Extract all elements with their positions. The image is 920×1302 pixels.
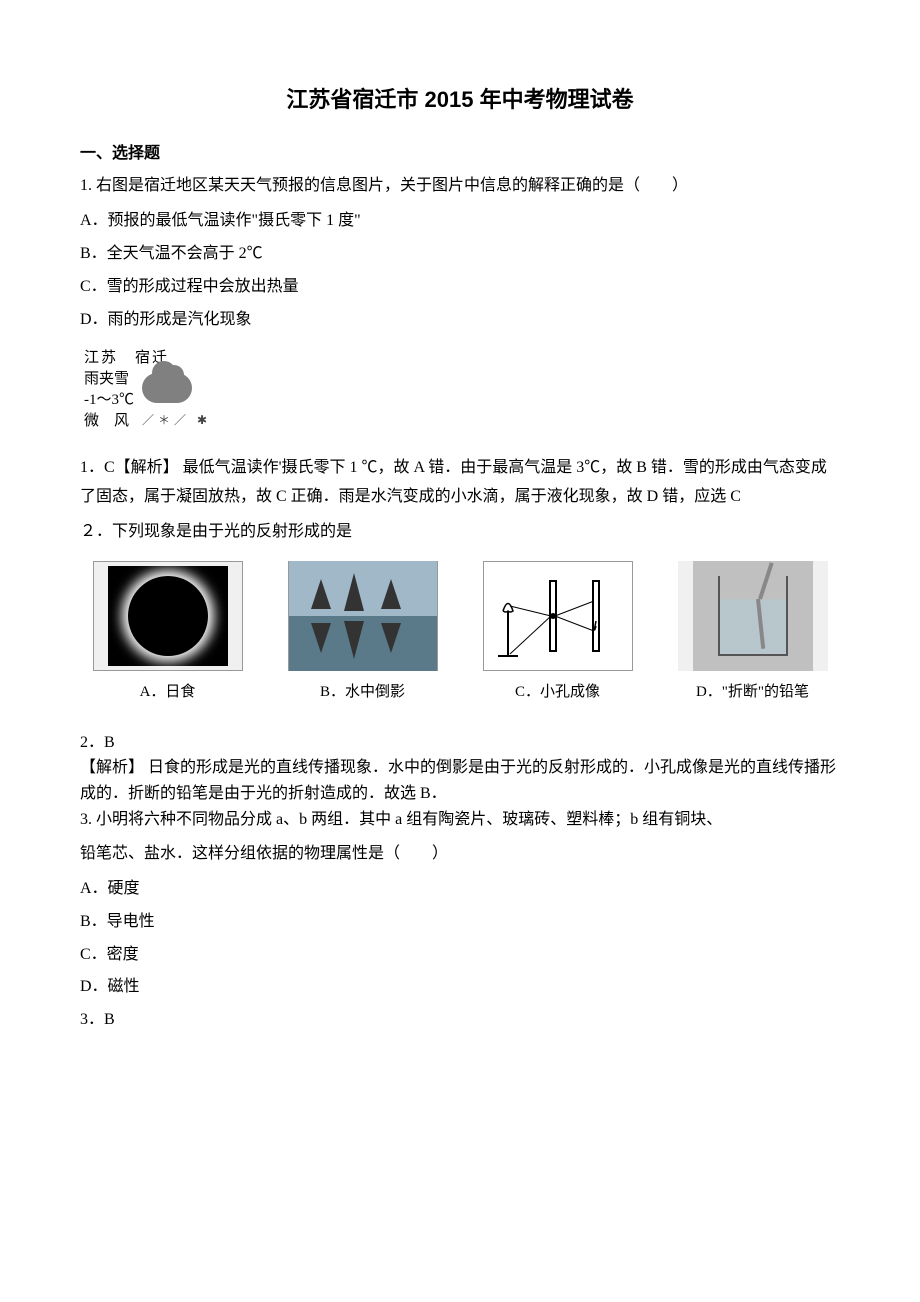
q3-choice-c: C．密度: [80, 941, 840, 970]
q2-caption-a: A．日食: [140, 679, 196, 706]
q1-choice-c: C．雪的形成过程中会放出热量: [80, 273, 840, 302]
q2-figure-c: C．小孔成像: [470, 561, 645, 706]
weather-condition: 雨夹雪: [84, 369, 134, 390]
q2-figure-row: A．日食 B．水中倒影: [80, 561, 840, 706]
section-heading-1: 一、选择题: [80, 140, 840, 169]
q1-explanation: 1．C【解析】 最低气温读作'摄氏零下 1 ℃，故 A 错．由于最高气温是 3℃…: [80, 454, 840, 512]
q2-figure-d: D．"折断"的铅笔: [665, 561, 840, 706]
reflection-icon: [289, 561, 437, 671]
eclipse-figure: [93, 561, 243, 671]
q1-stem: 1. 右图是宿迁地区某天天气预报的信息图片，关于图片中信息的解释正确的是（ ）: [80, 172, 840, 201]
pinhole-icon: [488, 566, 628, 666]
refraction-figure: [678, 561, 828, 671]
weather-forecast-figure: 江苏 宿迁 雨夹雪 -1～3℃ 微 风 ／＊／ ✱: [80, 344, 250, 436]
refraction-icon: [693, 561, 813, 671]
q2-answer: 2．B: [80, 730, 840, 756]
eclipse-icon: [108, 566, 228, 666]
precipitation-icon: ／＊／ ✱: [142, 412, 211, 429]
q2-explain-label: 【解析】: [80, 759, 144, 776]
q2-stem: ２．下列现象是由于光的反射形成的是: [80, 518, 840, 547]
q1-choice-d: D．雨的形成是汽化现象: [80, 306, 840, 335]
q2-figure-b: B．水中倒影: [275, 561, 450, 706]
q1-choice-a: A．预报的最低气温读作"摄氏零下 1 度": [80, 207, 840, 236]
q3-choice-a: A．硬度: [80, 875, 840, 904]
cloud-icon: ／＊／ ✱: [142, 373, 211, 429]
q2-caption-b: B．水中倒影: [320, 679, 405, 706]
q3-choice-d: D．磁性: [80, 973, 840, 1002]
q3-stem-line1: 3. 小明将六种不同物品分成 a、b 两组．其中 a 组有陶瓷片、玻璃砖、塑料棒…: [80, 807, 840, 833]
q2-explain-text: 日食的形成是光的直线传播现象．水中的倒影是由于光的反射形成的．小孔成像是光的直线…: [80, 759, 836, 802]
q2-explanation: 【解析】 日食的形成是光的直线传播现象．水中的倒影是由于光的反射形成的．小孔成像…: [80, 755, 840, 806]
reflection-figure: [288, 561, 438, 671]
q2-figure-a: A．日食: [80, 561, 255, 706]
q2-caption-d: D．"折断"的铅笔: [696, 679, 809, 706]
q3-answer: 3．B: [80, 1006, 840, 1035]
q3-choice-b: B．导电性: [80, 908, 840, 937]
pinhole-figure: [483, 561, 633, 671]
q2-caption-c: C．小孔成像: [515, 679, 600, 706]
weather-wind: 微 风: [84, 411, 134, 432]
weather-temperature: -1～3℃: [84, 390, 134, 411]
q3-stem-line2: 铅笔芯、盐水．这样分组依据的物理属性是（ ）: [80, 840, 840, 869]
page-title: 江苏省宿迁市 2015 年中考物理试卷: [80, 80, 840, 120]
q1-choice-b: B．全天气温不会高于 2℃: [80, 240, 840, 269]
